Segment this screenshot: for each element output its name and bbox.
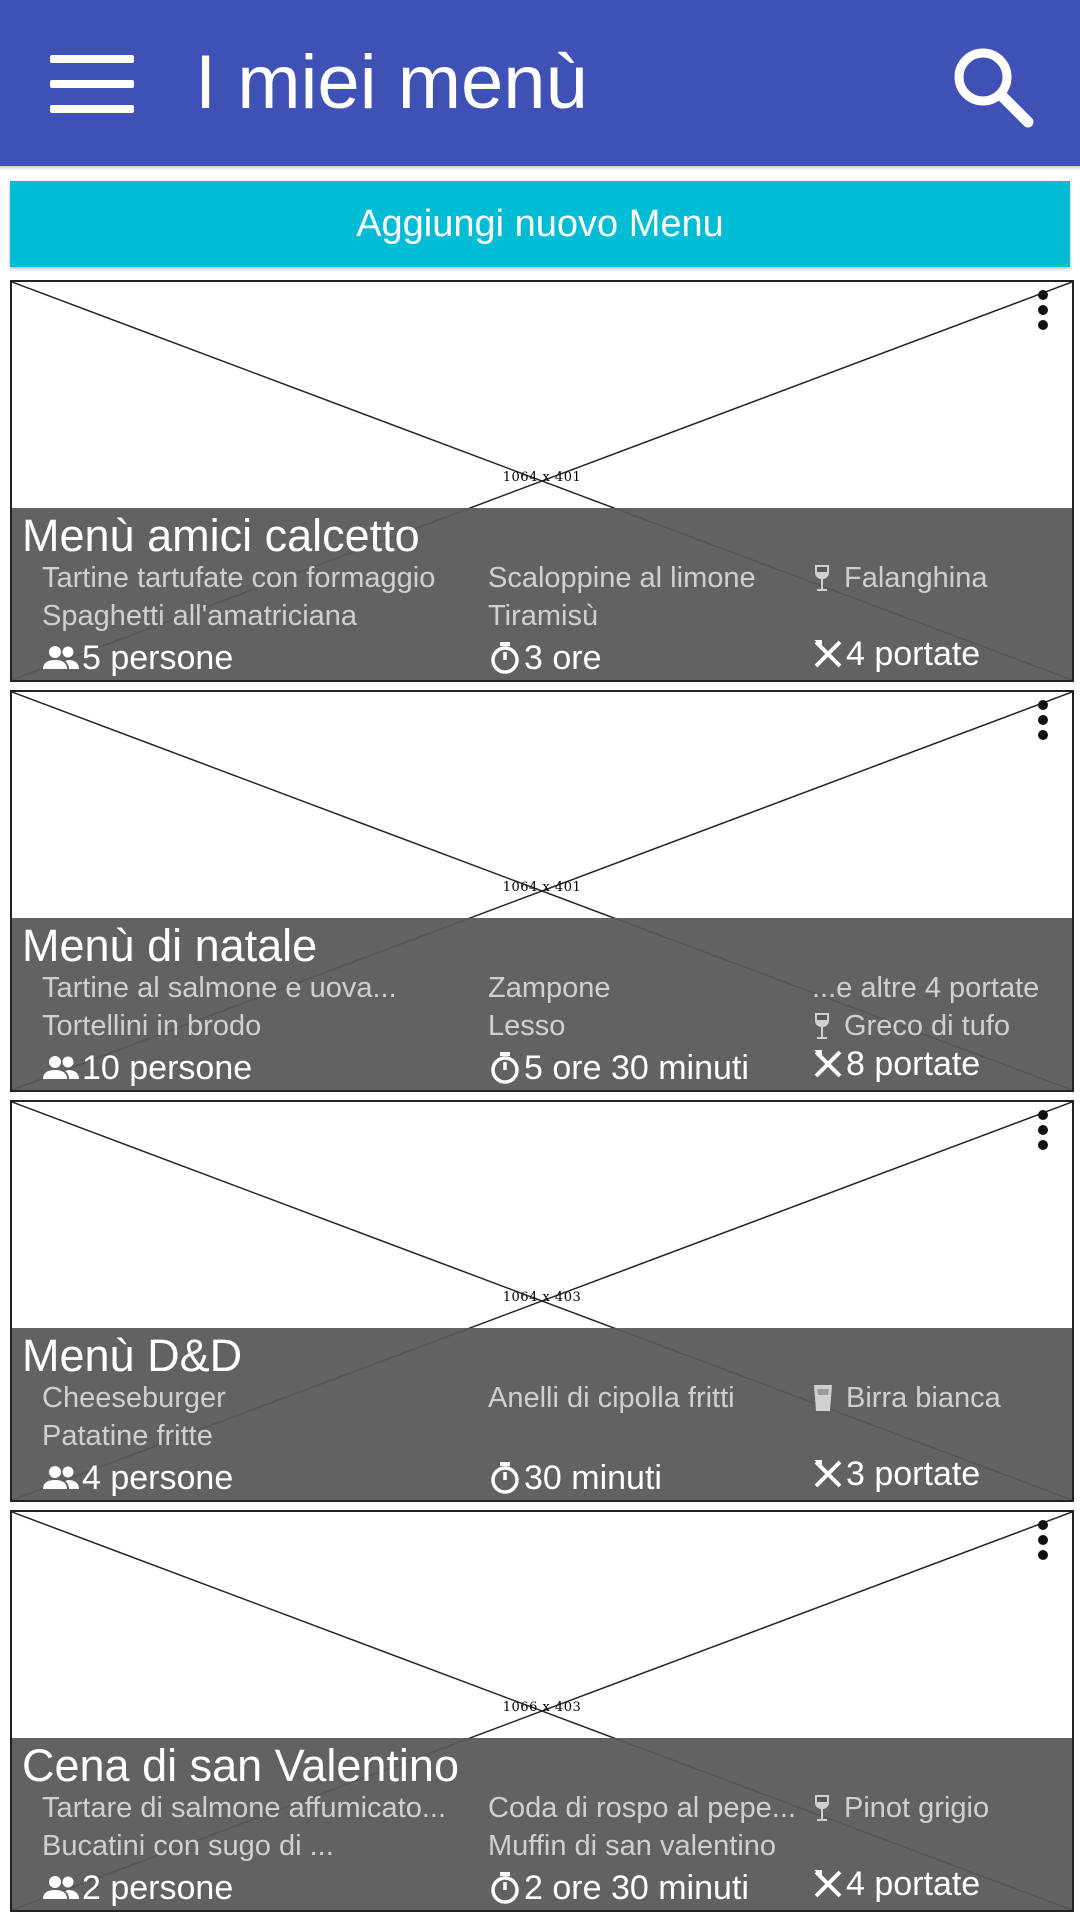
card-info-overlay (12, 1328, 1072, 1500)
wine-glass-icon (815, 565, 829, 591)
more-courses-text: ...e altre 4 portate (812, 972, 1040, 1004)
drink-label: Falanghina (844, 562, 988, 594)
image-size-label: 1064 x 401 (502, 470, 582, 485)
drink-item: Birra bianca (812, 1380, 1001, 1416)
timer-icon (491, 1462, 519, 1494)
cutlery-icon (814, 1870, 842, 1898)
dish-item: Zampone (488, 972, 611, 1004)
courses-count: 3 portate (812, 1454, 980, 1494)
dish-item: Scaloppine al limone (488, 562, 756, 594)
courses-count: 4 portate (812, 634, 980, 674)
dish-item: Tartine tartufate con formaggio (42, 562, 436, 594)
wine-glass-icon (815, 1013, 829, 1039)
drink-label: Pinot grigio (844, 1792, 990, 1824)
dish-item: Cheeseburger (42, 1382, 226, 1414)
courses-label: 4 portate (846, 635, 981, 673)
duration-label: 5 ore 30 minuti (524, 1049, 749, 1087)
dish-item: Bucatini con sugo di ... (42, 1830, 334, 1862)
duration-label: 30 minuti (524, 1459, 662, 1497)
image-size-label: 1066 x 403 (502, 1700, 582, 1715)
dish-item: Patatine fritte (42, 1420, 213, 1452)
drink-label: Birra bianca (846, 1382, 1001, 1414)
dish-item: Tiramisù (488, 600, 599, 632)
people-icon (43, 1876, 79, 1899)
courses-label: 3 portate (846, 1455, 981, 1493)
duration: 3 ore (488, 638, 602, 678)
dish-item: Coda di rospo al pepe... (488, 1792, 796, 1824)
drink-item: Pinot grigio (812, 1790, 989, 1826)
app-bar: I miei menù (0, 0, 1080, 166)
people-label: 5 persone (82, 639, 234, 677)
dish-item: Tartare di salmone affumicato... (42, 1792, 447, 1824)
card-title: Menù amici calcetto (22, 510, 420, 561)
courses-count: 4 portate (812, 1864, 980, 1904)
people-label: 10 persone (82, 1049, 253, 1087)
courses-label: 4 portate (846, 1865, 981, 1903)
timer-icon (491, 1052, 519, 1084)
cutlery-icon (814, 1050, 842, 1078)
dish-item: Tortellini in brodo (42, 1010, 262, 1042)
menu-card[interactable]: 1066 x 403 Cena di san Valentino Tartare… (10, 1510, 1074, 1912)
courses-count: 8 portate (812, 1044, 980, 1084)
drink-label: Greco di tufo (844, 1010, 1011, 1042)
card-info-overlay (12, 508, 1072, 680)
menu-card[interactable]: 1064 x 403 Menù D&D Cheeseburger Patatin… (10, 1100, 1074, 1502)
people-count: 4 persone (42, 1458, 233, 1498)
dish-item: Anelli di cipolla fritti (488, 1382, 735, 1414)
page-title: I miei menù (195, 40, 588, 125)
app-bar-shadow (0, 166, 1080, 170)
drink-item: Falanghina (812, 560, 988, 596)
dish-item: Spaghetti all'amatriciana (42, 600, 358, 632)
courses-label: 8 portate (846, 1045, 981, 1083)
card-title: Menù D&D (22, 1330, 243, 1381)
dish-item: Muffin di san valentino (488, 1830, 777, 1862)
card-title: Menù di natale (22, 920, 318, 971)
dish-item: Tartine al salmone e uova... (42, 972, 397, 1004)
people-label: 2 persone (82, 1869, 234, 1907)
more-vert-icon[interactable] (1030, 1520, 1056, 1566)
timer-icon (491, 642, 519, 674)
more-vert-icon[interactable] (1030, 700, 1056, 746)
image-size-label: 1064 x 403 (502, 1290, 582, 1305)
drink-item: Greco di tufo (812, 1008, 1010, 1044)
card-info-overlay (12, 918, 1072, 1090)
people-icon (43, 646, 79, 669)
people-icon (43, 1466, 79, 1489)
duration: 30 minuti (488, 1458, 662, 1498)
timer-icon (491, 1872, 519, 1904)
duration-label: 3 ore (524, 639, 602, 677)
dish-item: Lesso (488, 1010, 566, 1042)
people-count: 10 persone (42, 1048, 252, 1088)
search-icon[interactable] (950, 44, 1034, 128)
people-count: 5 persone (42, 638, 233, 678)
menu-card[interactable]: 1064 x 401 Menù di natale Tartine al sal… (10, 690, 1074, 1092)
cutlery-icon (814, 1460, 842, 1488)
more-vert-icon[interactable] (1030, 1110, 1056, 1156)
more-vert-icon[interactable] (1030, 290, 1056, 336)
duration: 2 ore 30 minuti (488, 1868, 749, 1908)
card-info-overlay (12, 1738, 1072, 1910)
wine-glass-icon (815, 1795, 829, 1821)
hamburger-menu-icon[interactable] (50, 55, 134, 113)
beer-glass-icon (814, 1385, 832, 1411)
duration: 5 ore 30 minuti (488, 1048, 749, 1088)
people-label: 4 persone (82, 1459, 234, 1497)
duration-label: 2 ore 30 minuti (524, 1869, 749, 1907)
card-title: Cena di san Valentino (22, 1740, 459, 1791)
cutlery-icon (814, 640, 842, 668)
menu-card[interactable]: 1064 x 401 Menù amici calcetto Tartine t… (10, 280, 1074, 682)
image-size-label: 1064 x 401 (502, 880, 582, 895)
add-new-menu-button[interactable]: Aggiungi nuovo Menu (10, 181, 1070, 267)
people-icon (43, 1056, 79, 1079)
people-count: 2 persone (42, 1868, 233, 1908)
